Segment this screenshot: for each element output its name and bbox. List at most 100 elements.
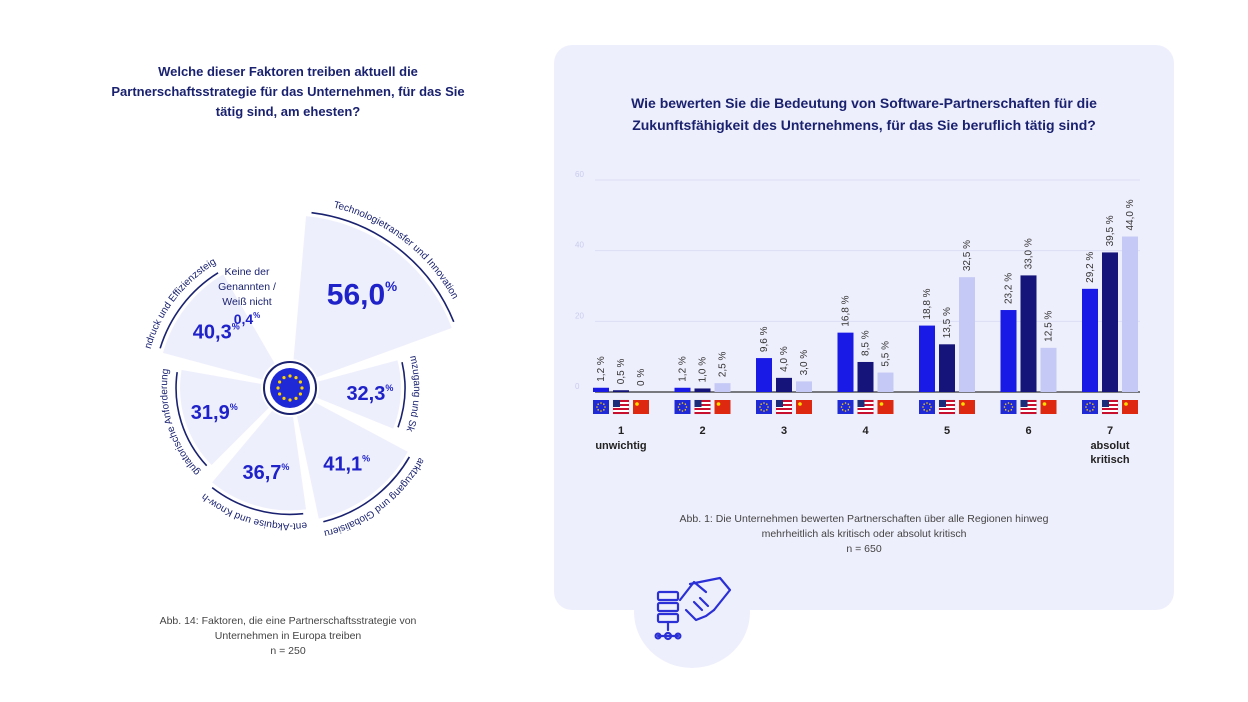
polar-chart-caption: Abb. 14: Faktoren, die eine Partnerschaf… xyxy=(140,614,436,659)
polar-segment: 56,0%Technologietransfer und Innovation xyxy=(291,200,460,380)
x-category-label: 4 xyxy=(862,425,869,437)
x-category-label: 2 xyxy=(699,425,705,437)
china-flag-icon xyxy=(796,400,812,414)
us-flag-icon xyxy=(938,399,956,415)
bar xyxy=(1020,275,1037,392)
bar-value-label: 0 % xyxy=(636,369,647,386)
polar-chart-title: Welche dieser Faktoren treiben aktuell d… xyxy=(111,64,465,119)
bar xyxy=(1122,236,1138,392)
bar-chart-caption: Abb. 1: Die Unternehmen bewerten Partner… xyxy=(620,512,1108,557)
y-tick-label: 0 xyxy=(575,382,580,391)
sector-outline xyxy=(397,361,406,428)
sector-outline xyxy=(159,272,219,349)
caption-line: Abb. 1: Die Unternehmen bewerten Partner… xyxy=(679,513,1049,525)
bar-value-label: 1,0 % xyxy=(698,357,709,383)
segment-label: Keine der xyxy=(225,266,270,278)
us-flag-icon xyxy=(857,399,874,415)
y-tick-label: 60 xyxy=(575,170,584,179)
x-category-label: 6 xyxy=(1025,425,1031,437)
polar-segment: Keine der Genannten / Weiß nicht 0,4% xyxy=(218,266,276,327)
bar-value-label: 29,2 % xyxy=(1085,252,1096,283)
sector-outline xyxy=(323,456,411,523)
bar xyxy=(776,377,792,392)
x-category-sublabel: unwichtig xyxy=(595,440,646,452)
segment-value: 31,9% xyxy=(191,402,238,424)
bar-value-label: 23,2 % xyxy=(1004,273,1015,304)
title-line: Wie bewerten Sie die Bedeutung von Softw… xyxy=(631,95,1097,111)
bar xyxy=(1082,288,1098,392)
bar-group: 16,8 % 8,5 % 5,5 % 4 xyxy=(837,295,894,437)
y-tick-label: 40 xyxy=(575,241,584,250)
x-category-sublabel: kritisch xyxy=(1090,454,1129,466)
eu-star xyxy=(298,392,302,396)
eu-star xyxy=(276,386,280,390)
bar-value-label: 2,5 % xyxy=(718,351,729,377)
segment-value: 36,7% xyxy=(242,462,289,484)
bar-value-label: 13,5 % xyxy=(942,307,953,338)
bar-group: 23,2 % 33,0 % 12,5 % 6 xyxy=(1000,238,1057,437)
bar-value-label: 1,2 % xyxy=(596,356,607,382)
polar-sector xyxy=(160,271,278,382)
bar xyxy=(837,332,854,392)
eu-flag-icon xyxy=(593,400,609,414)
us-flag-icon xyxy=(612,399,630,415)
polar-sector xyxy=(178,367,272,468)
bar xyxy=(674,387,691,392)
us-flag-icon xyxy=(1101,399,1119,415)
bar xyxy=(959,277,975,392)
sector-outline xyxy=(311,211,455,323)
bar xyxy=(593,387,609,392)
bar-value-label: 9,6 % xyxy=(759,326,770,352)
sector-outline xyxy=(175,372,208,467)
bar-value-label: 4,0 % xyxy=(779,346,790,372)
eu-flag-icon xyxy=(674,400,691,414)
x-category-label: 7 xyxy=(1107,425,1113,437)
bar xyxy=(714,383,731,392)
icon-badge xyxy=(634,556,750,668)
segment-value: 32,3% xyxy=(346,383,393,405)
bar xyxy=(1040,347,1057,392)
bar xyxy=(1000,310,1017,392)
polar-sector xyxy=(291,213,455,380)
eu-star xyxy=(282,376,286,380)
bar-value-label: 32,5 % xyxy=(962,240,973,271)
eu-flag-icon xyxy=(756,400,772,414)
sample-size: n = 250 xyxy=(270,645,306,657)
eu-star xyxy=(298,380,302,384)
bar-chart-panel xyxy=(554,45,1174,610)
eu-star xyxy=(294,396,298,400)
bar-value-label: 3,0 % xyxy=(799,350,810,376)
eu-star xyxy=(278,392,282,396)
eu-flag-icon xyxy=(270,368,310,408)
eu-flag-icon xyxy=(1000,400,1017,414)
eu-flag-icon xyxy=(919,400,935,414)
bar-value-label: 33,0 % xyxy=(1024,238,1035,269)
eu-flag-icon xyxy=(1082,400,1098,414)
bar-value-label: 8,5 % xyxy=(861,330,872,356)
x-category-sublabel: absolut xyxy=(1090,440,1129,452)
bar xyxy=(877,372,894,392)
bar xyxy=(857,361,874,392)
polar-sector xyxy=(294,399,411,522)
eu-star xyxy=(294,376,298,380)
polar-area-chart: 56,0%Technologietransfer und Innovation 3… xyxy=(100,150,460,539)
eu-flag-icon xyxy=(837,400,854,414)
bar-value-label: 12,5 % xyxy=(1044,311,1055,342)
china-flag-icon xyxy=(1040,400,1057,414)
x-category-label: 1 xyxy=(618,425,624,437)
eu-star xyxy=(278,380,282,384)
bar-group: 1,2 % 1,0 % 2,5 % 2 xyxy=(674,351,731,437)
bar xyxy=(694,388,711,392)
china-flag-icon xyxy=(633,400,649,414)
segment-label: Genannten / xyxy=(218,281,276,293)
bar xyxy=(756,358,772,392)
eu-star xyxy=(288,398,292,402)
title-line: Zukunftsfähigkeit des Unternehmens, für … xyxy=(632,117,1096,133)
us-flag-icon xyxy=(694,399,711,415)
china-flag-icon xyxy=(877,400,894,414)
bar xyxy=(939,344,955,392)
polar-sector xyxy=(209,408,309,513)
bar xyxy=(919,325,935,392)
caption-line: Unternehmen in Europa treiben xyxy=(214,630,362,642)
bar-value-label: 5,5 % xyxy=(881,341,892,367)
